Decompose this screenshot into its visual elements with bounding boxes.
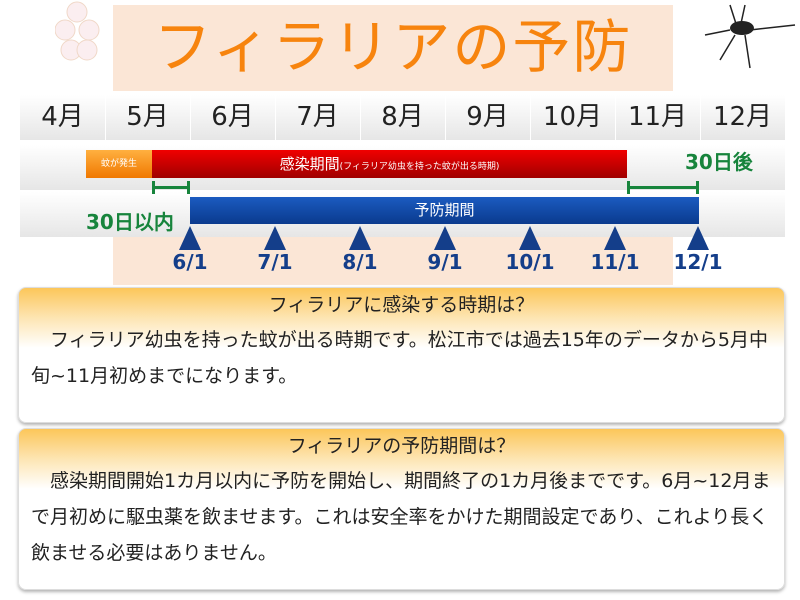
after-30-days-label: 30日後 [685, 150, 753, 174]
mosquito-emergence-bar: 蚊が発生 [86, 150, 152, 178]
within-30-days-label: 30日以内 [86, 210, 174, 234]
month-row [20, 95, 785, 140]
mosquito-icon [704, 4, 796, 69]
page-title: フィラリアの予防 [153, 13, 633, 81]
date-marker-icon [434, 226, 456, 250]
month-label: 6月 [190, 95, 276, 140]
section-body: 感染期間開始1カ月以内に予防を開始し、期間終了の1カ月後までです。6月~12月ま… [31, 470, 771, 564]
date-marker-icon [687, 226, 709, 250]
month-label: 12月 [700, 95, 786, 140]
prevention-info-box: フィラリアの予防期間は？ 感染期間開始1カ月以内に予防を開始し、期間終了の1カ月… [18, 428, 785, 590]
date-label: 12/1 [673, 250, 723, 274]
date-label: 6/1 [172, 250, 208, 274]
date-label: 7/1 [257, 250, 293, 274]
section-heading: フィラリアの予防期間は？ [287, 435, 516, 457]
date-label: 11/1 [590, 250, 640, 274]
section-heading: フィラリアに感染する時期は？ [268, 294, 535, 316]
date-marker-icon [179, 226, 201, 250]
start-bracket [152, 181, 190, 194]
month-label: 8月 [360, 95, 446, 140]
infection-period-bar: 感染期間(フィラリア幼虫を持った蚊が出る時期) [152, 150, 627, 178]
date-marker-icon [519, 226, 541, 250]
flower-icon [55, 1, 100, 61]
infection-label: 感染期間 [279, 155, 340, 173]
section-body: フィラリア幼虫を持った蚊が出る時期です。松江市では過去15年のデータから5月中旬… [31, 329, 768, 387]
prevention-period-bar: 予防期間 [190, 197, 699, 224]
title-background [113, 5, 673, 91]
end-bracket [627, 181, 699, 194]
date-label: 9/1 [427, 250, 463, 274]
month-label: 9月 [445, 95, 531, 140]
date-marker-icon [264, 226, 286, 250]
date-marker-icon [604, 226, 626, 250]
date-label: 10/1 [505, 250, 555, 274]
background-shape [113, 235, 673, 285]
month-label: 7月 [275, 95, 361, 140]
month-label: 11月 [615, 95, 701, 140]
month-label: 4月 [20, 95, 106, 140]
month-label: 5月 [105, 95, 191, 140]
month-label: 10月 [530, 95, 616, 140]
date-label: 8/1 [342, 250, 378, 274]
infection-info-box: フィラリアに感染する時期は？ フィラリア幼虫を持った蚊が出る時期です。松江市では… [18, 287, 785, 423]
infection-note: (フィラリア幼虫を持った蚊が出る時期) [339, 162, 500, 172]
date-marker-icon [349, 226, 371, 250]
